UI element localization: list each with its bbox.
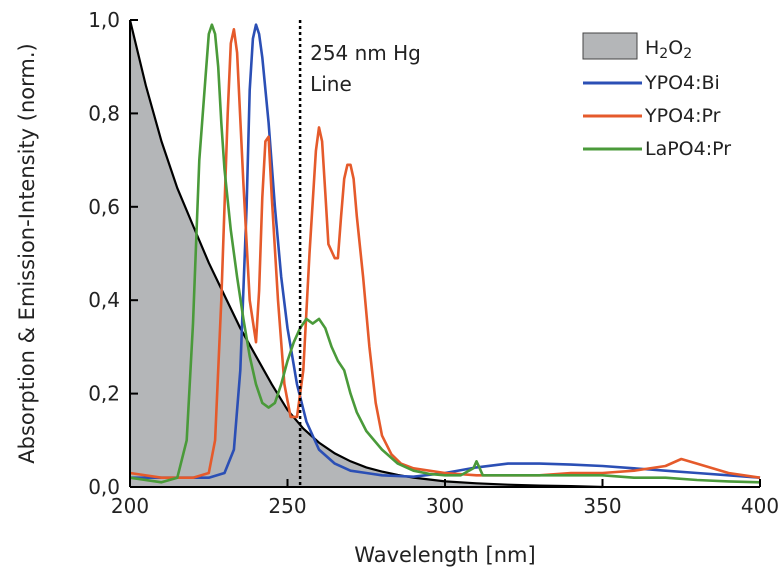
hg-line-label-line1: 254 nm Hg [310, 41, 421, 65]
hg-line-label-line2: Line [310, 72, 352, 96]
legend-series: YPO4:Bi YPO4:Pr LaPO4:Pr [583, 72, 731, 160]
series-line-0 [130, 23, 761, 479]
y-axis-ticks: 0,0 0,2 0,4 0,6 0,8 1,0 [88, 8, 138, 499]
x-tick-label: 400 [741, 494, 779, 518]
legend-label-2: LaPO4:Pr [645, 138, 731, 160]
legend-label-0: YPO4:Bi [644, 72, 720, 94]
legend-absorption-mid: O [668, 37, 683, 59]
y-tick-label: 0,0 [88, 475, 120, 499]
x-axis-ticks: 200 250 300 350 400 [111, 479, 779, 518]
x-tick-label: 300 [426, 494, 464, 518]
legend-label-1: YPO4:Pr [644, 105, 721, 127]
y-tick-label: 1,0 [88, 8, 120, 32]
legend-absorption-sub1: 2 [659, 46, 668, 62]
series-line-2 [129, 23, 761, 484]
x-axis-title: Wavelength [nm] [354, 543, 535, 567]
legend-label-absorption: H2O2 [645, 37, 692, 62]
plot-area [128, 19, 761, 489]
legend-swatch-absorption [582, 32, 638, 60]
x-tick-label: 200 [111, 494, 149, 518]
legend-absorption-sub2: 2 [683, 46, 692, 62]
y-tick-label: 0,2 [88, 382, 120, 406]
x-tick-label: 350 [583, 494, 621, 518]
legend-absorption-base: H [645, 37, 659, 59]
y-tick-label: 0,4 [88, 288, 120, 312]
absorption-area [130, 20, 603, 487]
y-tick-label: 0,8 [88, 101, 120, 125]
x-tick-label: 250 [268, 494, 306, 518]
y-axis-title: Absorption & Emission-Intensity (norm.) [15, 43, 39, 463]
y-tick-label: 0,6 [88, 195, 120, 219]
